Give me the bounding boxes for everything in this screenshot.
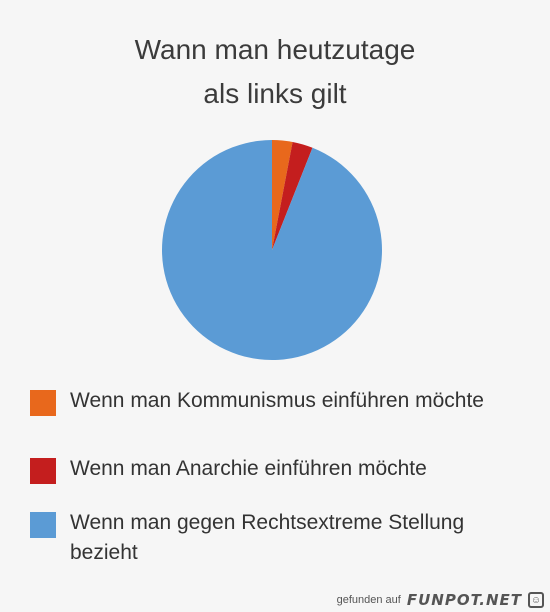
chart-title: Wann man heutzutage als links gilt: [0, 28, 550, 116]
legend-label-anarchie: Wenn man Anarchie einführen möchte: [70, 457, 427, 480]
legend-item-kommunismus: Wenn man Kommunismus einführen möchte: [30, 386, 510, 416]
footer-prefix: gefunden auf: [336, 594, 401, 606]
legend-item-anarchie: Wenn man Anarchie einführen möchte: [30, 454, 510, 484]
legend-swatch-kommunismus: [30, 390, 56, 416]
legend-label-rechtsextreme: Wenn man gegen Rechtsextreme Stellung be…: [70, 511, 465, 564]
footer-brand: FUNPOT.NET: [406, 591, 522, 609]
legend-label-kommunismus: Wenn man Kommunismus einführen möchte: [70, 389, 484, 412]
legend-item-rechtsextreme: Wenn man gegen Rechtsextreme Stellung be…: [30, 508, 510, 568]
pie-slice-rechtsextreme: [162, 140, 382, 360]
chart-title-line-1: Wann man heutzutage: [134, 34, 416, 65]
pie-chart: [162, 140, 382, 360]
pie-slice-anarchie: [272, 141, 313, 250]
watermark-footer: gefunden auf FUNPOT.NET ☺: [337, 590, 544, 610]
legend-swatch-rechtsextreme: [30, 512, 56, 538]
legend-swatch-anarchie: [30, 458, 56, 484]
pie-slice-kommunismus: [272, 140, 293, 250]
chart-title-line-2: als links gilt: [203, 78, 347, 109]
funpot-logo-icon: ☺: [528, 592, 544, 608]
